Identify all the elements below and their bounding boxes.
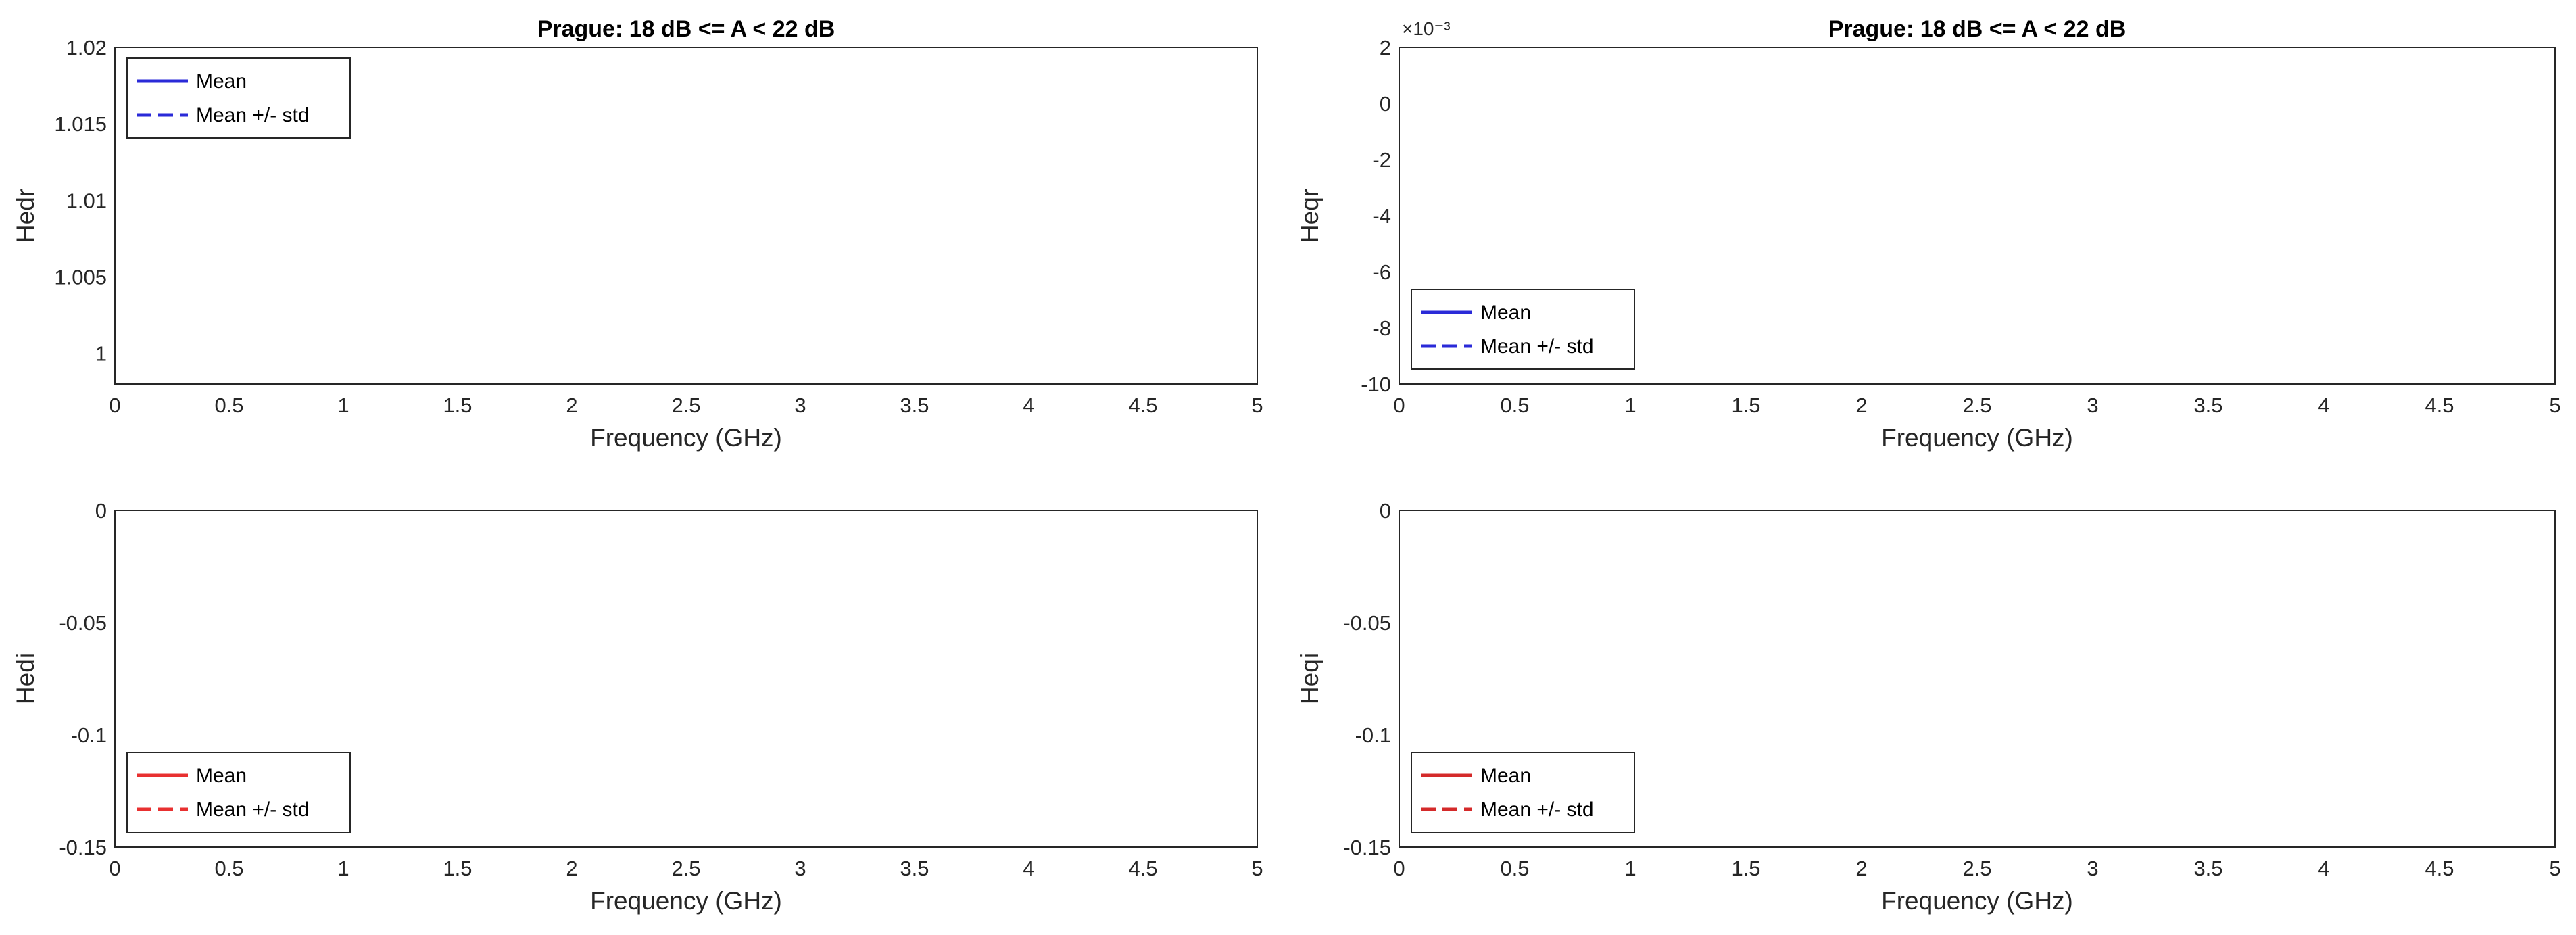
x-tick-label: 4.5 (2425, 393, 2454, 417)
y-tick-label: -0.15 (59, 836, 107, 859)
x-tick-label: 5 (1251, 857, 1263, 880)
x-tick-label: 1 (337, 857, 349, 880)
chart-title: Prague: 18 dB <= A < 22 dB (1828, 16, 2127, 42)
legend-box (126, 752, 351, 833)
legend: Mean Mean +/- std (126, 752, 351, 833)
legend-entry: Mean +/- std (196, 104, 310, 126)
x-tick-label: 3 (794, 393, 806, 417)
y-tick-label: 0 (95, 499, 107, 523)
y-axis-label: Hedi (11, 653, 39, 704)
x-tick-label: 0.5 (214, 857, 243, 880)
legend-box (1411, 289, 1635, 370)
x-tick-label: 3.5 (900, 857, 929, 880)
x-tick-label: 2.5 (671, 393, 700, 417)
y-tick-label: 2 (1380, 36, 1391, 59)
legend-entry: Mean (1480, 765, 1531, 787)
legend-entry: Mean (196, 70, 247, 93)
chart-title: Prague: 18 dB <= A < 22 dB (537, 16, 835, 42)
x-axis-label: Frequency (GHz) (590, 424, 782, 452)
x-tick-label: 1 (337, 393, 349, 417)
x-tick-label: 3.5 (900, 393, 929, 417)
x-tick-label: 3 (2087, 393, 2098, 417)
y-tick-label: 1.01 (66, 189, 107, 212)
y-tick-label: -0.15 (1343, 836, 1391, 859)
x-tick-label: 3.5 (2193, 857, 2222, 880)
x-axis-label: Frequency (GHz) (1881, 424, 2073, 452)
x-tick-label: 0.5 (1500, 393, 1529, 417)
x-axis-label: Frequency (GHz) (590, 887, 782, 915)
x-tick-label: 3 (794, 857, 806, 880)
y-axis-label: Heqr (1296, 189, 1323, 243)
y-tick-label: -0.1 (1355, 723, 1391, 747)
y-exponent-label: ×10⁻³ (1402, 18, 1451, 39)
legend-entry: Mean +/- std (1480, 335, 1594, 358)
y-tick-label: -10 (1361, 373, 1391, 396)
legend-entry: Mean +/- std (196, 798, 310, 821)
legend: Mean Mean +/- std (1411, 289, 1635, 370)
legend: Mean Mean +/- std (1411, 752, 1635, 833)
y-tick-label: 1 (95, 342, 107, 366)
x-tick-label: 2.5 (671, 857, 700, 880)
legend-box (126, 57, 351, 139)
x-tick-label: 3.5 (2193, 393, 2222, 417)
y-tick-label: -0.05 (59, 611, 107, 635)
y-tick-label: -6 (1372, 260, 1391, 284)
x-tick-label: 2 (566, 393, 577, 417)
x-tick-label: 1.5 (1731, 857, 1760, 880)
y-tick-label: 0 (1380, 92, 1391, 116)
y-tick-label: -0.1 (71, 723, 107, 747)
x-tick-label: 0 (1393, 393, 1405, 417)
y-tick-label: 1.005 (54, 266, 107, 289)
x-tick-label: 2.5 (1962, 393, 1991, 417)
chart-panel-2: 0 0.5 1 1.5 2 2.5 3 3.5 4 4.5 5 2 0 -2 -4 -6 -8 -10 Freque… (1296, 16, 2561, 452)
legend-entry: Mean (1480, 302, 1531, 324)
x-tick-label: 0.5 (214, 393, 243, 417)
y-tick-label: -2 (1372, 148, 1391, 172)
x-tick-label: 5 (2549, 857, 2560, 880)
x-tick-label: 2.5 (1962, 857, 1991, 880)
legend: Mean Mean +/- std (126, 57, 351, 139)
x-tick-label: 1.5 (443, 393, 472, 417)
chart-panel-3: 0 0.5 1 1.5 2 2.5 3 3.5 4 4.5 5 0 -0.05 -0.1 -0.15 Freq… (11, 499, 1263, 915)
y-tick-label: -0.05 (1343, 611, 1391, 635)
x-tick-label: 1.5 (1731, 393, 1760, 417)
x-tick-label: 4 (2318, 857, 2329, 880)
x-tick-label: 4 (1023, 857, 1034, 880)
y-tick-label: 0 (1380, 499, 1391, 523)
x-tick-label: 5 (2549, 393, 2560, 417)
legend-box (1411, 752, 1635, 833)
y-axis-label: Heqi (1296, 653, 1323, 704)
y-tick-label: -4 (1372, 204, 1391, 228)
x-axis-label: Frequency (GHz) (1881, 887, 2073, 915)
x-tick-label: 2 (566, 857, 577, 880)
y-tick-label: 1.02 (66, 36, 107, 59)
x-tick-label: 5 (1251, 393, 1263, 417)
x-tick-label: 4.5 (1128, 393, 1157, 417)
x-tick-label: 0 (1393, 857, 1405, 880)
legend-entry: Mean (196, 765, 247, 787)
x-tick-label: 1 (1624, 857, 1636, 880)
x-tick-label: 2 (1855, 393, 1867, 417)
x-tick-label: 4 (2318, 393, 2329, 417)
x-tick-label: 0 (109, 393, 120, 417)
x-tick-label: 0 (109, 857, 120, 880)
y-axis-label: Hedr (11, 189, 39, 243)
x-tick-label: 4 (1023, 393, 1034, 417)
x-tick-label: 0.5 (1500, 857, 1529, 880)
legend-entry: Mean +/- std (1480, 798, 1594, 821)
chart-panel-4: 0 0.5 1 1.5 2 2.5 3 3.5 4 4.5 5 0 -0.05 -0.1 -0.15 Freq… (1296, 499, 2561, 915)
y-tick-label: 1.015 (54, 112, 107, 136)
chart-panel-1: 0 0.5 1 1.5 2 2.5 3 3.5 4 4.5 5 1 1.005 1.01 1.015 1.02… (11, 16, 1263, 452)
x-tick-label: 1.5 (443, 857, 472, 880)
x-tick-label: 1 (1624, 393, 1636, 417)
x-tick-label: 4.5 (1128, 857, 1157, 880)
x-tick-label: 3 (2087, 857, 2098, 880)
x-tick-label: 2 (1855, 857, 1867, 880)
x-tick-label: 4.5 (2425, 857, 2454, 880)
y-tick-label: -8 (1372, 316, 1391, 340)
